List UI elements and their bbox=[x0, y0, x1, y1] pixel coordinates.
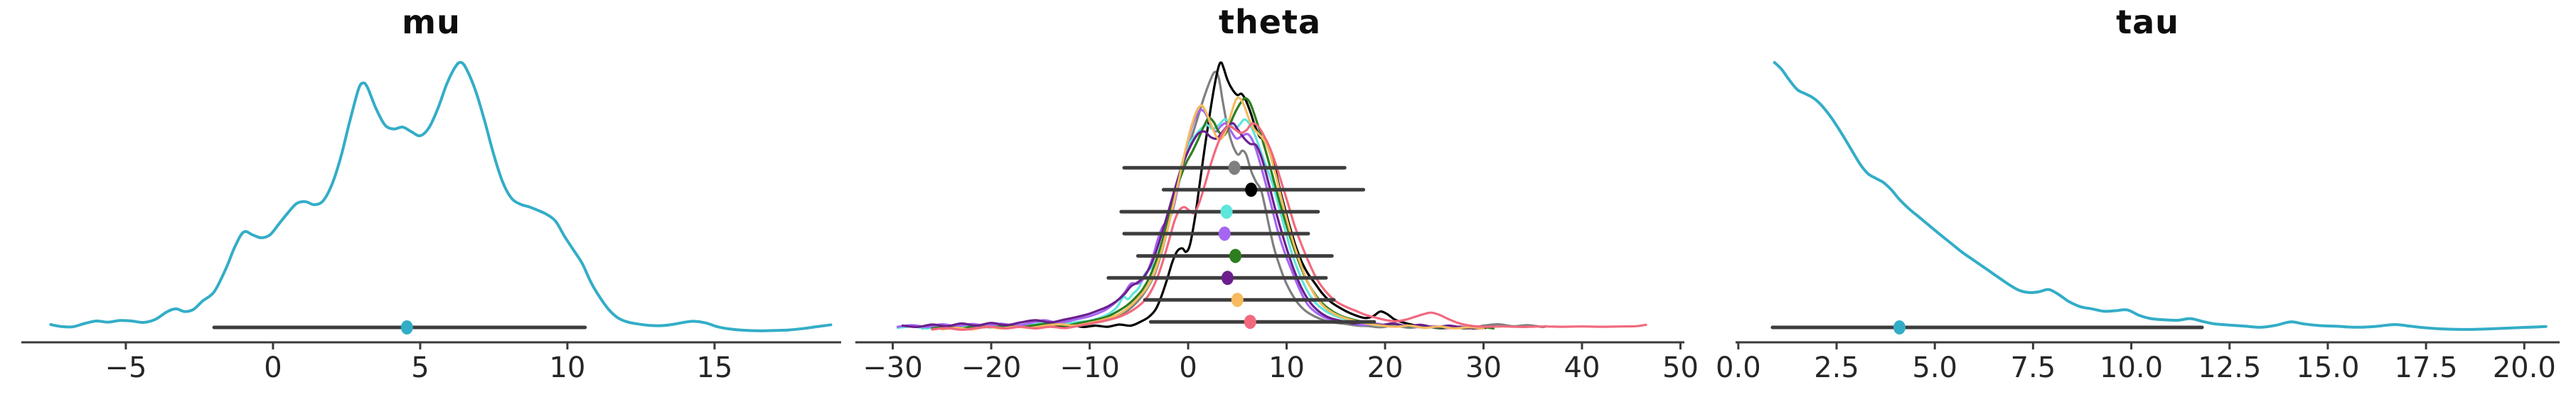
panel-title-mu: mu bbox=[402, 3, 461, 41]
kde-curve-theta-1 bbox=[1034, 61, 1487, 330]
point-estimate-theta-1 bbox=[1245, 183, 1258, 197]
point-estimate-theta-6 bbox=[1231, 293, 1244, 308]
x-tick-label-theta: 0 bbox=[1179, 352, 1197, 384]
x-tick-label-theta: 10 bbox=[1268, 352, 1305, 384]
x-tick-label-mu: 0 bbox=[264, 352, 282, 384]
kde-curve-tau-0 bbox=[1773, 61, 2548, 331]
panel-title-theta: theta bbox=[1219, 3, 1321, 41]
kde-curve-theta-5 bbox=[901, 121, 1475, 330]
x-tick-label-mu: 5 bbox=[411, 352, 429, 384]
x-tick-label-tau: 5.0 bbox=[1912, 352, 1957, 384]
point-estimate-theta-5 bbox=[1221, 271, 1234, 285]
x-tick-label-mu: 10 bbox=[550, 352, 586, 384]
x-tick-label-tau: 7.5 bbox=[2011, 352, 2056, 384]
x-tick-label-mu: 15 bbox=[697, 352, 733, 384]
point-estimate-theta-0 bbox=[1228, 161, 1241, 175]
kde-curve-mu-0 bbox=[49, 60, 833, 332]
x-tick-label-tau: 20.0 bbox=[2493, 352, 2556, 384]
x-tick-label-theta: 30 bbox=[1465, 352, 1502, 384]
x-tick-label-tau: 2.5 bbox=[1814, 352, 1859, 384]
x-tick-label-theta: 20 bbox=[1367, 352, 1404, 384]
kde-curve-theta-7 bbox=[931, 122, 1647, 331]
x-tick-label-theta: 50 bbox=[1662, 352, 1699, 384]
kde-curve-theta-0 bbox=[921, 70, 1547, 330]
x-tick-label-tau: 10.0 bbox=[2100, 352, 2163, 384]
point-estimate-theta-2 bbox=[1220, 205, 1233, 219]
x-tick-label-tau: 0.0 bbox=[1716, 352, 1761, 384]
x-tick-label-mu: −5 bbox=[105, 352, 146, 384]
x-tick-label-tau: 15.0 bbox=[2296, 352, 2359, 384]
panel-title-tau: tau bbox=[2116, 3, 2179, 41]
point-estimate-theta-4 bbox=[1229, 249, 1242, 263]
point-estimate-mu-0 bbox=[400, 320, 413, 335]
x-tick-label-tau: 17.5 bbox=[2395, 352, 2458, 384]
x-tick-label-theta: −30 bbox=[862, 352, 922, 384]
point-estimate-theta-3 bbox=[1218, 227, 1231, 241]
point-estimate-tau-0 bbox=[1893, 320, 1906, 335]
x-tick-label-theta: −20 bbox=[961, 352, 1021, 384]
kde-curve-theta-6 bbox=[941, 97, 1485, 331]
x-tick-label-theta: 40 bbox=[1564, 352, 1600, 384]
x-tick-label-theta: −10 bbox=[1059, 352, 1119, 384]
point-estimate-theta-7 bbox=[1244, 315, 1256, 330]
x-tick-label-tau: 12.5 bbox=[2198, 352, 2261, 384]
